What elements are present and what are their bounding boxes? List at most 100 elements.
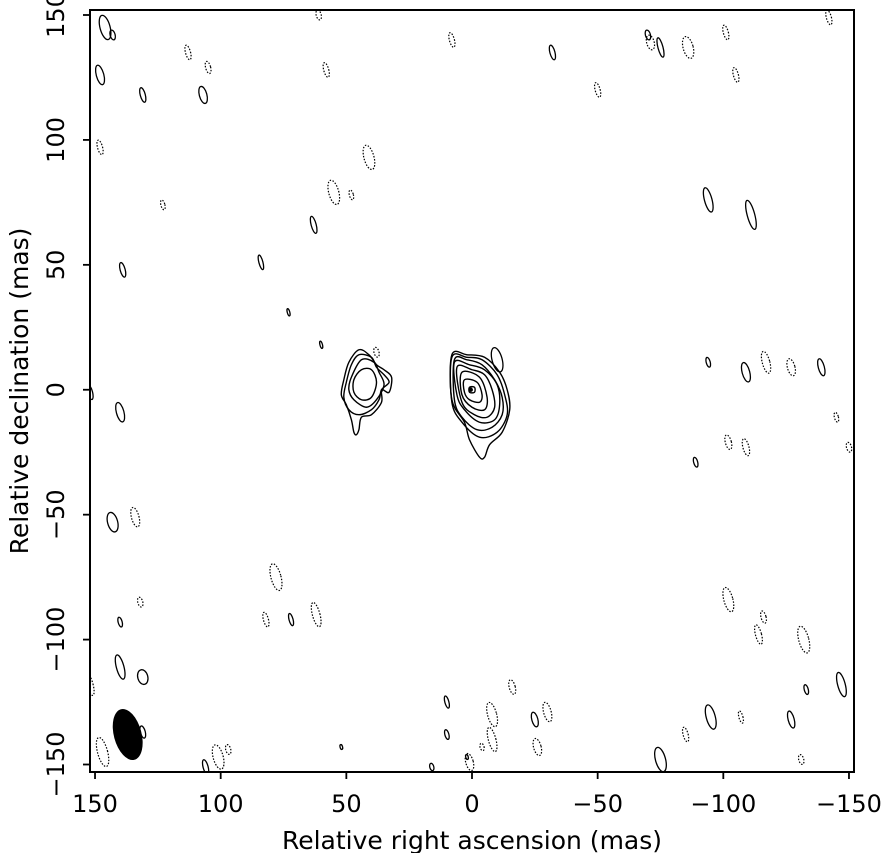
negative-contour [486, 726, 498, 753]
negative-contour [327, 179, 341, 206]
negative-contour [754, 624, 763, 645]
negative-contour [448, 32, 456, 48]
y-tick-label: 100 [42, 117, 70, 163]
positive-contour [744, 199, 757, 231]
y-tick-label: 150 [42, 0, 70, 38]
negative-contour [211, 744, 225, 770]
negative-contour [184, 44, 192, 61]
core-peak [468, 387, 473, 392]
positive-contour [530, 711, 539, 728]
negative-contour [508, 679, 517, 695]
negative-contour [373, 346, 380, 358]
positive-contour [106, 511, 119, 533]
negative-contour [542, 701, 553, 723]
core-contour [449, 353, 509, 439]
positive-contour [257, 254, 265, 271]
positive-contour [98, 14, 112, 41]
jet-component-contour [340, 348, 393, 436]
positive-contour [464, 753, 470, 761]
negative-contour [722, 586, 735, 613]
positive-contour [319, 340, 324, 350]
y-tick-label: 50 [42, 250, 70, 281]
positive-contour [198, 85, 209, 105]
positive-contour [118, 261, 127, 278]
positive-contour [339, 743, 344, 751]
x-tick-label: 50 [331, 790, 362, 818]
positive-contour [705, 356, 712, 368]
positive-contour [704, 704, 717, 730]
negative-contour [224, 744, 232, 755]
negative-contour [797, 625, 811, 654]
core-contour [449, 350, 511, 460]
x-tick-label: 0 [464, 790, 479, 818]
positive-contour [548, 44, 557, 61]
negative-contour [262, 611, 270, 628]
negative-contour [786, 358, 797, 377]
negative-contour [825, 10, 833, 26]
positive-contour [94, 64, 106, 86]
core-contour [462, 378, 483, 404]
negative-contour [833, 411, 840, 423]
positive-contour [816, 358, 826, 377]
beam-ellipse [112, 709, 143, 760]
x-tick-label: −100 [690, 790, 756, 818]
positive-contour [114, 654, 126, 680]
y-tick-label: −50 [42, 489, 70, 540]
core-contour [452, 359, 501, 424]
positive-contour [90, 384, 94, 401]
negative-contour [737, 710, 745, 724]
negative-contour [315, 10, 323, 21]
negative-contour [136, 596, 144, 608]
negative-contour [760, 610, 768, 624]
positive-contour [702, 187, 714, 213]
core-contour [459, 370, 489, 412]
negative-contour [760, 350, 772, 374]
core-contour [455, 364, 496, 419]
jet-component-contour [343, 353, 390, 416]
plot-marks [90, 10, 853, 772]
negative-contour [479, 742, 485, 752]
x-axis-title: Relative right ascension (mas) [282, 826, 662, 853]
positive-contour [443, 695, 451, 709]
negative-contour [269, 563, 283, 592]
negative-contour [95, 736, 110, 768]
negative-contour [486, 701, 499, 728]
x-tick-label: −150 [816, 790, 882, 818]
negative-contour [724, 434, 733, 451]
positive-contour [136, 669, 149, 686]
negative-contour [681, 726, 690, 743]
positive-contour [644, 29, 652, 41]
negative-contour [310, 601, 322, 628]
negative-contour [845, 441, 853, 453]
positive-contour [490, 346, 504, 373]
positive-contour [287, 612, 295, 627]
negative-contour [204, 60, 212, 75]
jet-component-contour [352, 367, 378, 401]
positive-contour [654, 746, 667, 772]
positive-contour [692, 456, 699, 468]
negative-contour [797, 754, 805, 765]
negative-contour [741, 438, 751, 457]
y-tick-label: −150 [42, 732, 70, 798]
positive-contour [286, 308, 291, 317]
positive-contour [309, 215, 318, 234]
positive-contour [201, 759, 210, 772]
positive-contour [656, 37, 665, 58]
positive-contour [428, 762, 435, 772]
negative-contour [159, 199, 166, 211]
x-tick-label: −50 [572, 790, 623, 818]
positive-contour [786, 710, 796, 729]
negative-contour [532, 737, 543, 757]
negative-contour [348, 189, 355, 201]
negative-contour [645, 34, 656, 51]
negative-contour [130, 506, 141, 528]
x-tick-label: 100 [198, 790, 244, 818]
negative-contour [362, 144, 376, 171]
jet-component-contour [348, 358, 385, 408]
negative-contour [464, 752, 475, 772]
positive-contour [740, 361, 752, 383]
negative-contour [722, 24, 730, 41]
negative-contour [593, 82, 602, 98]
negative-contour [96, 139, 104, 156]
